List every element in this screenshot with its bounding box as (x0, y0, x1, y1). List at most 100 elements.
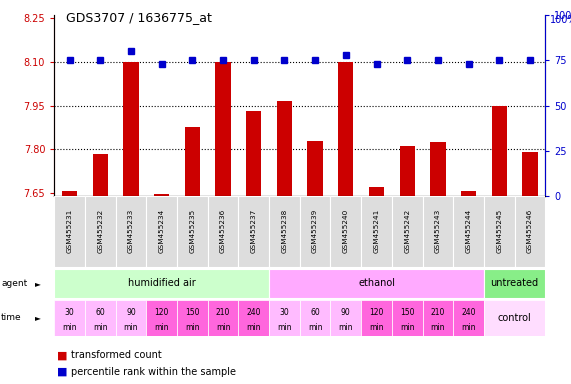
Text: 60: 60 (310, 308, 320, 317)
Text: time: time (1, 313, 22, 323)
Text: humidified air: humidified air (128, 278, 195, 288)
Bar (208, 196, 239, 267)
Text: transformed count: transformed count (71, 350, 162, 360)
Text: min: min (400, 323, 415, 333)
Text: min: min (216, 323, 230, 333)
Bar (361, 300, 392, 336)
Bar (277, 101, 292, 196)
Text: 100%: 100% (549, 15, 571, 25)
Bar (514, 196, 545, 267)
Text: GSM455238: GSM455238 (282, 209, 287, 253)
Bar (239, 300, 269, 336)
Bar (423, 196, 453, 267)
Bar (522, 152, 538, 196)
Bar (453, 196, 484, 267)
Text: 30: 30 (65, 308, 74, 317)
Bar (400, 146, 415, 196)
Text: min: min (62, 323, 77, 333)
Bar (85, 300, 115, 336)
Bar (484, 269, 545, 298)
Bar (146, 196, 177, 267)
Text: ■: ■ (57, 350, 67, 360)
Text: 210: 210 (431, 308, 445, 317)
Text: min: min (339, 323, 353, 333)
Text: min: min (461, 323, 476, 333)
Text: GSM455232: GSM455232 (97, 209, 103, 253)
Bar (54, 196, 85, 267)
Text: GSM455234: GSM455234 (159, 209, 164, 253)
Bar (177, 300, 208, 336)
Text: min: min (277, 323, 292, 333)
Bar (62, 192, 77, 196)
Text: min: min (431, 323, 445, 333)
Bar (369, 187, 384, 196)
Bar (215, 62, 231, 196)
Bar (361, 196, 392, 267)
Text: min: min (154, 323, 169, 333)
Text: 150: 150 (400, 308, 415, 317)
Text: 90: 90 (126, 308, 136, 317)
Text: GSM455231: GSM455231 (67, 209, 73, 253)
Text: min: min (185, 323, 200, 333)
Bar (392, 300, 423, 336)
Text: GSM455237: GSM455237 (251, 209, 257, 253)
Bar (461, 192, 476, 196)
Bar (307, 141, 323, 196)
Bar (184, 127, 200, 196)
Text: 30: 30 (280, 308, 289, 317)
Text: GSM455242: GSM455242 (404, 209, 410, 253)
Text: min: min (369, 323, 384, 333)
Text: ►: ► (35, 279, 41, 288)
Text: GSM455244: GSM455244 (465, 209, 472, 253)
Bar (423, 300, 453, 336)
Text: 240: 240 (247, 308, 261, 317)
Text: agent: agent (1, 279, 27, 288)
Text: GSM455239: GSM455239 (312, 209, 318, 253)
Text: min: min (93, 323, 107, 333)
Bar (269, 269, 484, 298)
Bar (338, 62, 353, 196)
Bar (154, 194, 170, 196)
Bar (146, 300, 177, 336)
Bar (54, 300, 85, 336)
Bar (453, 300, 484, 336)
Bar (430, 142, 445, 196)
Bar (246, 111, 262, 196)
Bar (484, 300, 545, 336)
Text: untreated: untreated (490, 278, 538, 288)
Bar (331, 300, 361, 336)
Bar (392, 196, 423, 267)
Text: GSM455246: GSM455246 (527, 209, 533, 253)
Bar (85, 196, 115, 267)
Text: GSM455241: GSM455241 (373, 209, 380, 253)
Text: 120: 120 (155, 308, 169, 317)
Text: percentile rank within the sample: percentile rank within the sample (71, 367, 236, 377)
Text: ethanol: ethanol (358, 278, 395, 288)
Text: 60: 60 (95, 308, 105, 317)
Text: GSM455243: GSM455243 (435, 209, 441, 253)
Text: control: control (498, 313, 532, 323)
Text: 120: 120 (369, 308, 384, 317)
Text: GSM455245: GSM455245 (496, 209, 502, 253)
Bar (93, 154, 108, 196)
Text: ■: ■ (57, 367, 67, 377)
Text: 240: 240 (461, 308, 476, 317)
Bar (208, 300, 239, 336)
Bar (54, 269, 269, 298)
Bar (269, 196, 300, 267)
Text: GSM455235: GSM455235 (190, 209, 195, 253)
Bar (484, 196, 514, 267)
Text: 210: 210 (216, 308, 230, 317)
Bar (331, 196, 361, 267)
Bar (300, 196, 331, 267)
Bar (239, 196, 269, 267)
Text: min: min (308, 323, 323, 333)
Text: GSM455236: GSM455236 (220, 209, 226, 253)
Bar (115, 300, 146, 336)
Text: GSM455240: GSM455240 (343, 209, 349, 253)
Text: min: min (247, 323, 261, 333)
Text: min: min (124, 323, 138, 333)
Text: GSM455233: GSM455233 (128, 209, 134, 253)
Bar (123, 62, 139, 196)
Bar (177, 196, 208, 267)
